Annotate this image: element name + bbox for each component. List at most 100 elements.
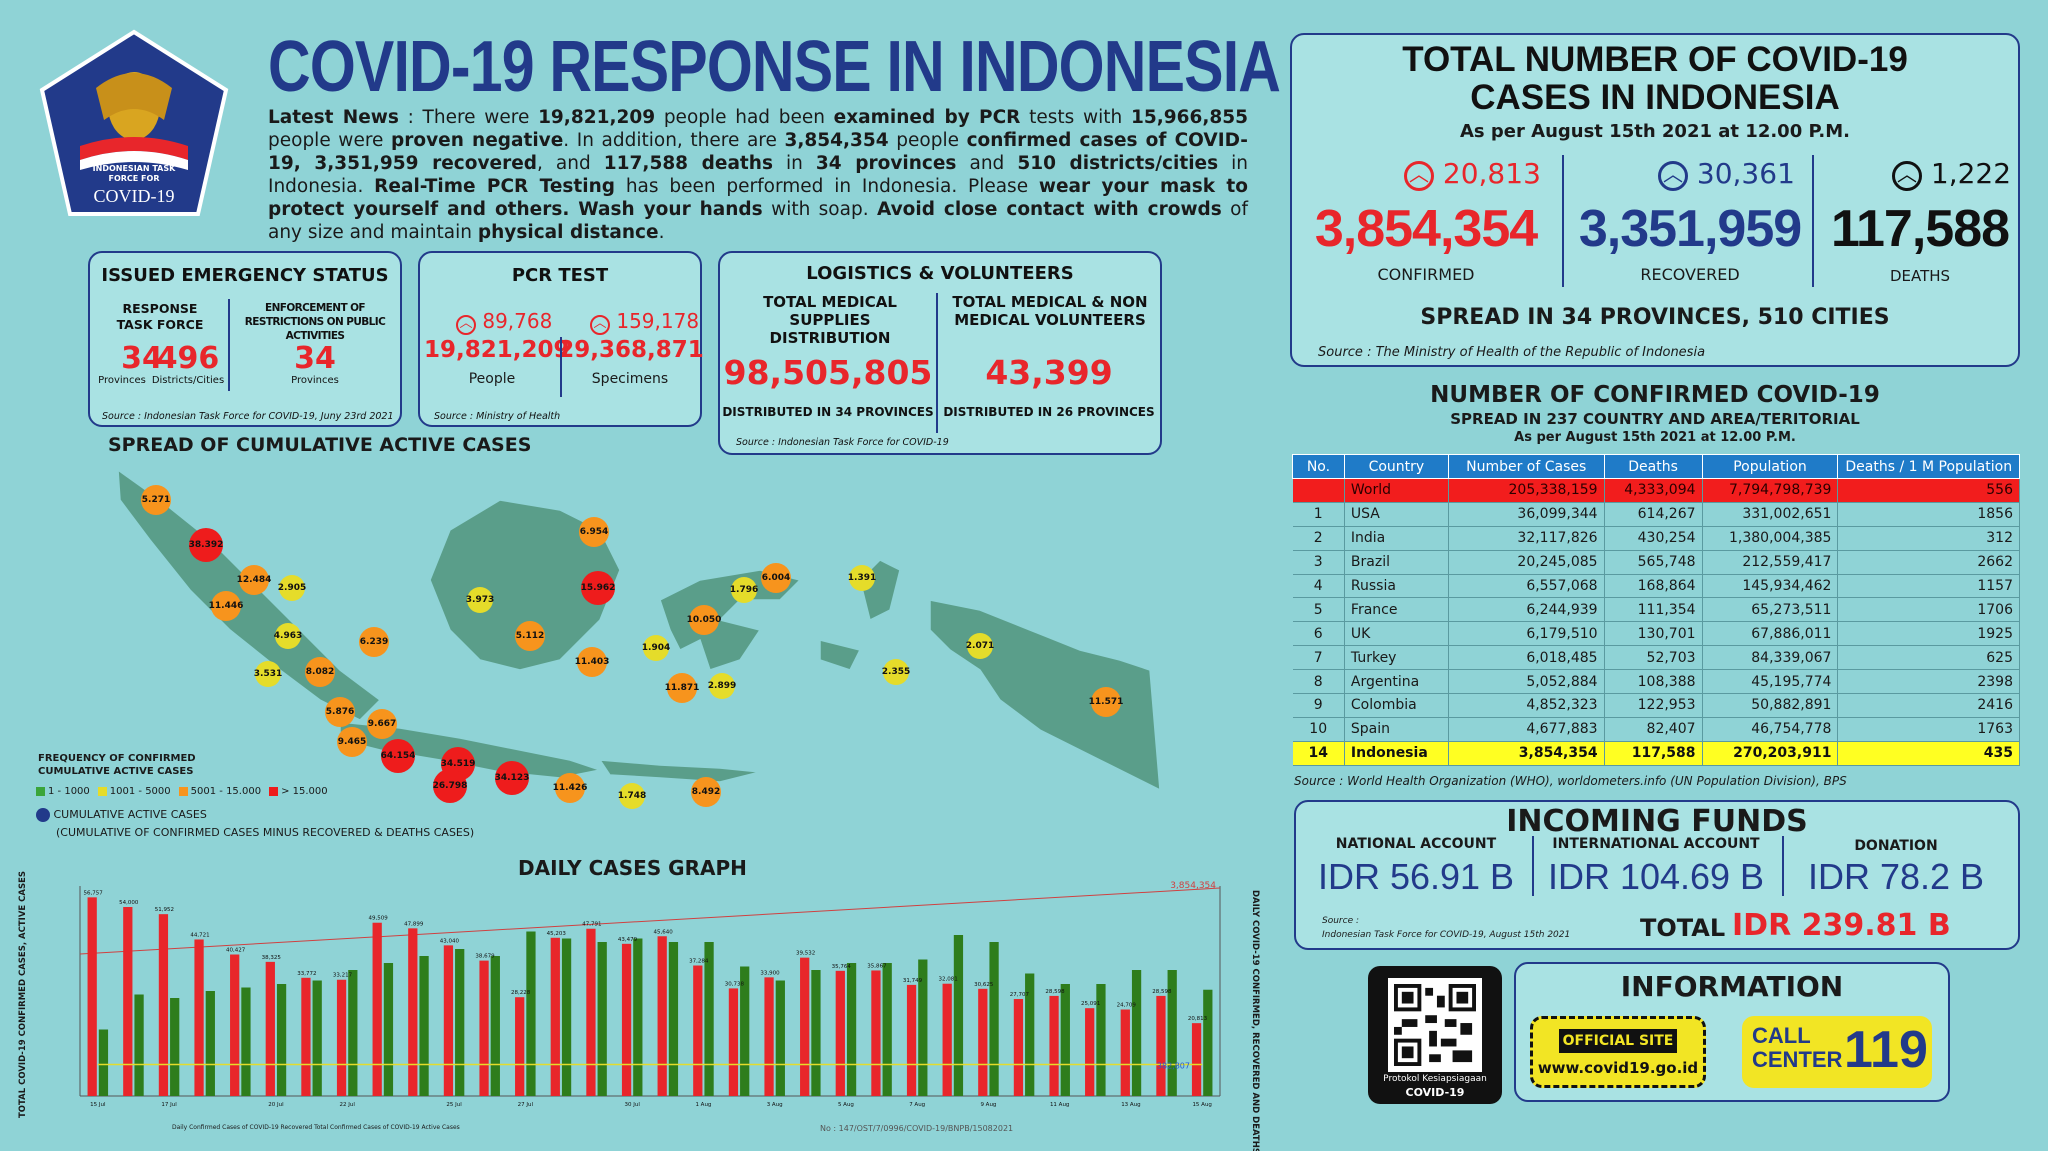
emergency-title: ISSUED EMERGENCY STATUS: [101, 265, 389, 286]
table-row: 4 Russia 6,557,068 168,864 145,934,462 1157: [1292, 574, 2020, 599]
map-legend-note: (CUMULATIVE OF CONFIRMED CASES MINUS REC…: [56, 826, 475, 839]
table-cell: 45,195,774: [1702, 669, 1839, 695]
enforcement-value: 34: [294, 341, 336, 376]
table-cell: 168,864: [1604, 574, 1703, 599]
incoming-funds-panel: INCOMING FUNDS NATIONAL ACCOUNT INTERNAT…: [1294, 800, 2020, 950]
table-cell: 52,703: [1604, 645, 1703, 671]
official-site-url: www.covid19.go.id: [1537, 1059, 1699, 1077]
pcr-test-panel: PCR TEST ︿ 89,768 ︿ 159,178 19,821,209 2…: [418, 251, 704, 427]
table-cell: 1157: [1837, 574, 2020, 599]
confirmed-bar: [621, 943, 632, 1096]
confirmed-bar-label: 45,640: [654, 929, 674, 935]
table-cell: 6,557,068: [1448, 574, 1605, 599]
confirmed-bar-label: 56,757: [84, 890, 104, 896]
map-bubble: 2.355: [882, 659, 910, 685]
table-row: 3 Brazil 20,245,085 565,748 212,559,417 2662: [1292, 550, 2020, 575]
spread-text: SPREAD IN 34 PROVINCES, 510 CITIES: [1420, 305, 1890, 330]
recovered-bar: [383, 963, 394, 1096]
table-cell: 6,179,510: [1448, 621, 1605, 647]
indonesia-map: [117, 468, 1160, 791]
table-cell: 565,748: [1604, 550, 1703, 575]
table-cell: 4: [1292, 574, 1345, 599]
increase-up-icon: ︿: [590, 315, 610, 335]
official-site-link[interactable]: OFFICIAL SITE www.covid19.go.id: [1530, 1016, 1706, 1088]
table-row: 10 Spain 4,677,883 82,407 46,754,778 1763: [1292, 717, 2020, 742]
confirmed-bar-label: 27,707: [1010, 992, 1030, 998]
table-cell: 67,886,011: [1702, 621, 1839, 647]
table-cell: 117,588: [1604, 741, 1703, 766]
x-tick-label: 7 Aug: [909, 1102, 925, 1108]
medical-supplies-label: TOTAL MEDICAL SUPPLIES DISTRIBUTION: [763, 293, 897, 347]
chart-legend: Daily Confirmed Cases of COVID-19 Recove…: [172, 1124, 460, 1131]
total-title: TOTAL NUMBER OF COVID-19 CASES IN INDONE…: [1402, 40, 1908, 117]
confirmed-bar: [301, 977, 311, 1096]
confirmed-bar: [158, 914, 169, 1096]
active-dot-icon: [36, 808, 50, 822]
specimens-increase: ︿ 159,178: [590, 309, 699, 335]
confirmed-bar: [123, 907, 133, 1096]
info-title: INFORMATION: [1620, 970, 1844, 1003]
call-center-button[interactable]: CALL CENTER 119: [1742, 1016, 1932, 1088]
recovered-bar: [490, 956, 500, 1096]
recovered-increase: ︿ 30,361: [1658, 157, 1795, 191]
table-cell: 4,333,094: [1604, 478, 1703, 503]
table-cell: 108,388: [1604, 669, 1703, 695]
table-cell: 3,854,354: [1448, 741, 1605, 766]
confirmed-bar: [586, 928, 596, 1096]
official-site-label: OFFICIAL SITE: [1559, 1029, 1677, 1053]
confirmed-bar-label: 47,899: [404, 921, 424, 927]
table-cell: World: [1344, 478, 1449, 503]
confirmed-bar-label: 43,479: [618, 937, 638, 943]
table-row: 2 India 32,117,826 430,254 1,380,004,385 312: [1292, 526, 2020, 551]
qr-card[interactable]: Protokol Kesiapsiagaan COVID-19: [1368, 966, 1502, 1104]
confirmed-bar-label: 33,900: [760, 970, 780, 976]
confirmed-bar-label: 47,791: [582, 922, 601, 928]
confirmed-bar-label: 40,427: [226, 948, 246, 954]
increase-up-icon: ︿: [1892, 161, 1922, 191]
table-cell: 2: [1292, 526, 1345, 551]
table-cell: 270,203,911: [1702, 741, 1839, 766]
recovered-bar: [740, 966, 750, 1096]
volunteers-label: TOTAL MEDICAL & NON MEDICAL VOLUNTEERS: [952, 293, 1148, 329]
enforcement-provinces-label: Provinces: [291, 375, 339, 386]
medical-distribution-note: DISTRIBUTED IN 34 PROVINCES: [722, 405, 934, 419]
confirmed-bar: [550, 937, 560, 1096]
x-tick-label: 15 Jul: [90, 1102, 106, 1108]
total-confirmed-label: 3,854,354: [1170, 881, 1216, 891]
pcr-title: PCR TEST: [511, 265, 609, 286]
increase-up-icon: ︿: [456, 315, 476, 335]
confirmed-bar: [764, 977, 774, 1096]
confirmed-bar-label: 54,000: [119, 900, 139, 906]
table-cell: 9: [1292, 693, 1345, 718]
map-bubble: 34.123: [495, 761, 529, 795]
recovered-bar: [1167, 970, 1177, 1096]
table-row: 1 USA 36,099,344 614,267 331,002,651 1856: [1292, 502, 2020, 527]
table-cell: Russia: [1344, 574, 1449, 599]
recovered-bar: [561, 938, 572, 1096]
confirmed-bar: [87, 897, 97, 1096]
map-bubble: 5.271: [141, 485, 171, 515]
specimens-value: 29,368,871: [558, 337, 704, 363]
confirmed-bar: [372, 922, 382, 1096]
logistics-panel: LOGISTICS & VOLUNTEERS TOTAL MEDICAL SUP…: [718, 251, 1162, 455]
confirmed-bar: [265, 961, 275, 1096]
confirmed-bar-label: 39,532: [796, 951, 815, 957]
confirmed-bar-label: 35,764: [832, 964, 852, 970]
table-cell: Colombia: [1344, 693, 1449, 718]
recovered-bar: [953, 935, 964, 1096]
table-cell: France: [1344, 597, 1449, 623]
confirmed-increase: ︿ 20,813: [1404, 157, 1541, 191]
table-cell: 1: [1292, 502, 1345, 527]
x-tick-label: 9 Aug: [980, 1102, 996, 1108]
confirmed-bar: [693, 965, 703, 1096]
confirmed-bar-label: 28,228: [511, 990, 531, 996]
header-cases: Number of Cases: [1447, 454, 1605, 479]
map-bubble: 26.798: [433, 769, 467, 803]
map-bubbles: 5.271 38.392 12.484 2.905 11.446 4.963 6.239 3.…: [0, 0, 1160, 830]
confirmed-bar: [443, 945, 454, 1096]
map-bubble: 5.112: [515, 621, 545, 651]
x-tick-label: 1 Aug: [695, 1102, 711, 1108]
rtf-provinces-label: Provinces: [98, 375, 146, 386]
medical-supplies-value: 98,505,805: [723, 353, 933, 392]
map-bubble: 6.004: [761, 563, 791, 593]
